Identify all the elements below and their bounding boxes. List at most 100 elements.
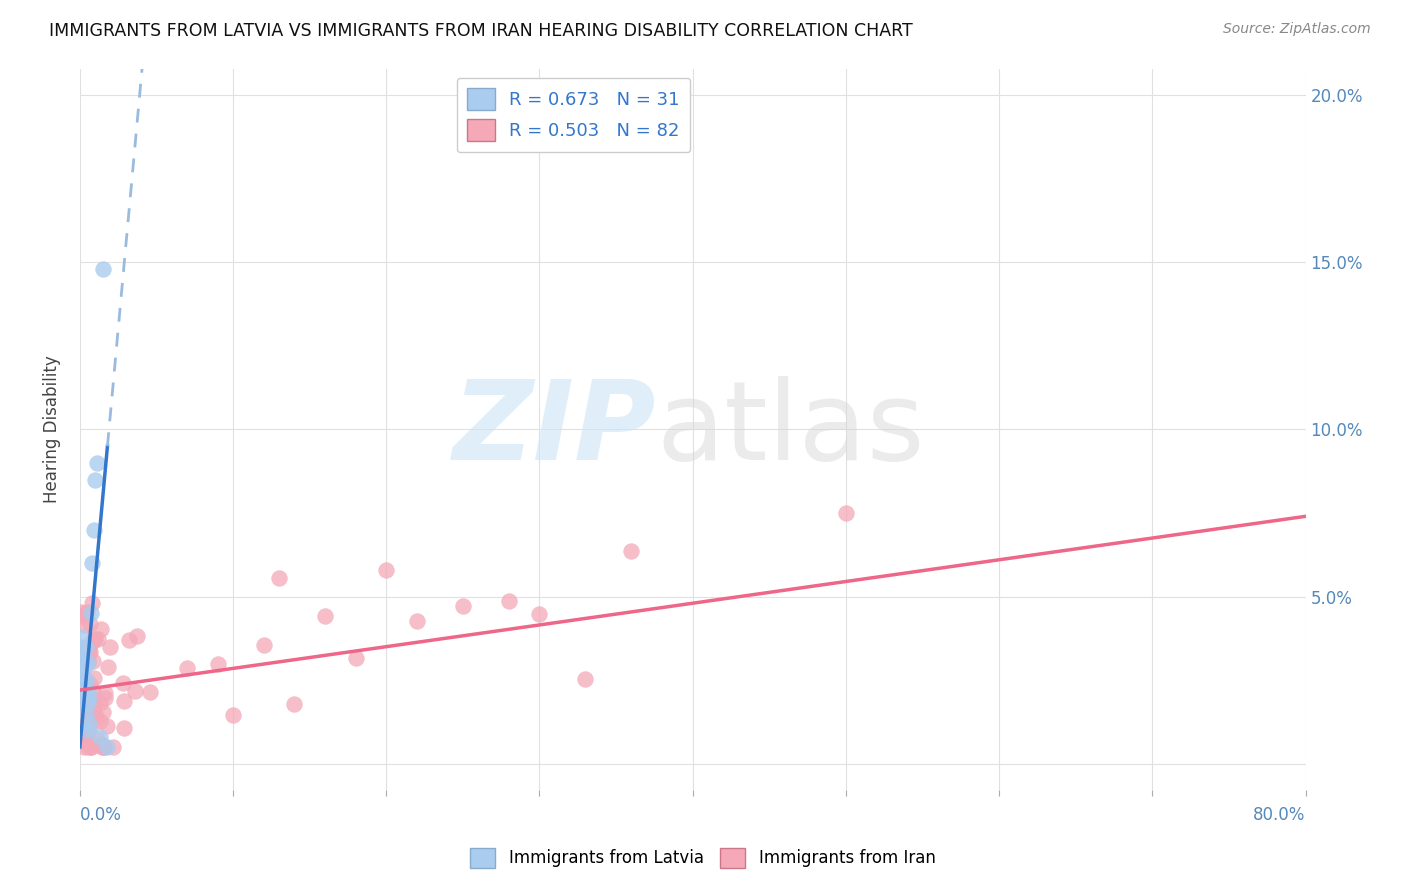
Point	[82, 556, 104, 570]
Point	[83, 671, 105, 685]
Point	[83, 697, 105, 711]
Point	[253, 638, 276, 652]
Point	[112, 694, 135, 708]
Point	[79, 720, 101, 734]
Point	[70, 630, 93, 644]
Point	[79, 677, 101, 691]
Point	[69, 731, 91, 746]
Point	[90, 739, 112, 754]
Point	[77, 643, 100, 657]
Point	[82, 595, 104, 609]
Point	[82, 685, 104, 699]
Point	[344, 650, 367, 665]
Point	[77, 739, 100, 754]
Point	[76, 657, 98, 671]
Point	[87, 632, 110, 647]
Point	[84, 473, 107, 487]
Point	[82, 654, 104, 668]
Point	[75, 673, 97, 687]
Point	[93, 691, 115, 706]
Point	[118, 633, 141, 648]
Point	[70, 605, 93, 619]
Point	[103, 739, 125, 754]
Point	[498, 594, 520, 608]
Text: 0.0%: 0.0%	[80, 806, 122, 824]
Point	[90, 737, 112, 751]
Point	[835, 506, 858, 520]
Point	[75, 684, 97, 698]
Point	[176, 661, 198, 675]
Point	[91, 739, 114, 754]
Point	[80, 739, 103, 754]
Point	[73, 657, 96, 671]
Text: ZIP: ZIP	[453, 376, 657, 483]
Point	[80, 707, 103, 722]
Point	[75, 640, 97, 654]
Point	[125, 630, 148, 644]
Point	[283, 697, 305, 711]
Legend: R = 0.673   N = 31, R = 0.503   N = 82: R = 0.673 N = 31, R = 0.503 N = 82	[457, 78, 690, 153]
Point	[80, 708, 103, 723]
Point	[89, 696, 111, 710]
Point	[83, 707, 105, 722]
Text: atlas: atlas	[657, 376, 924, 483]
Y-axis label: Hearing Disability: Hearing Disability	[44, 356, 60, 503]
Point	[82, 702, 104, 716]
Point	[75, 688, 97, 702]
Point	[406, 615, 429, 629]
Point	[70, 646, 93, 660]
Text: Source: ZipAtlas.com: Source: ZipAtlas.com	[1223, 22, 1371, 37]
Point	[314, 609, 336, 624]
Point	[70, 690, 93, 704]
Point	[574, 672, 596, 686]
Point	[79, 617, 101, 632]
Point	[70, 663, 93, 677]
Point	[73, 697, 96, 711]
Point	[72, 649, 94, 664]
Point	[90, 622, 112, 636]
Point	[76, 654, 98, 668]
Point	[96, 739, 118, 754]
Point	[76, 683, 98, 698]
Point	[76, 723, 98, 738]
Point	[77, 716, 100, 731]
Point	[222, 707, 245, 722]
Point	[73, 618, 96, 632]
Point	[112, 722, 135, 736]
Point	[72, 663, 94, 677]
Point	[75, 680, 97, 694]
Point	[79, 645, 101, 659]
Point	[77, 690, 100, 704]
Point	[94, 686, 117, 700]
Point	[72, 714, 94, 728]
Point	[83, 523, 105, 537]
Point	[75, 690, 97, 704]
Point	[77, 736, 100, 750]
Point	[73, 673, 96, 687]
Point	[77, 716, 100, 731]
Point	[72, 739, 94, 754]
Point	[69, 640, 91, 654]
Point	[267, 571, 290, 585]
Point	[91, 262, 114, 277]
Point	[80, 691, 103, 706]
Point	[69, 673, 91, 687]
Point	[207, 657, 229, 671]
Text: IMMIGRANTS FROM LATVIA VS IMMIGRANTS FROM IRAN HEARING DISABILITY CORRELATION CH: IMMIGRANTS FROM LATVIA VS IMMIGRANTS FRO…	[49, 22, 912, 40]
Point	[70, 608, 93, 623]
Point	[93, 739, 115, 754]
Legend: Immigrants from Latvia, Immigrants from Iran: Immigrants from Latvia, Immigrants from …	[464, 841, 942, 875]
Point	[451, 599, 474, 614]
Point	[82, 632, 104, 647]
Point	[112, 675, 135, 690]
Point	[69, 731, 91, 745]
Point	[124, 684, 146, 698]
Point	[70, 646, 93, 660]
Point	[76, 605, 98, 619]
Point	[86, 710, 108, 724]
Point	[73, 650, 96, 665]
Point	[75, 706, 97, 721]
Text: 80.0%: 80.0%	[1253, 806, 1306, 824]
Point	[96, 719, 118, 733]
Point	[375, 563, 398, 577]
